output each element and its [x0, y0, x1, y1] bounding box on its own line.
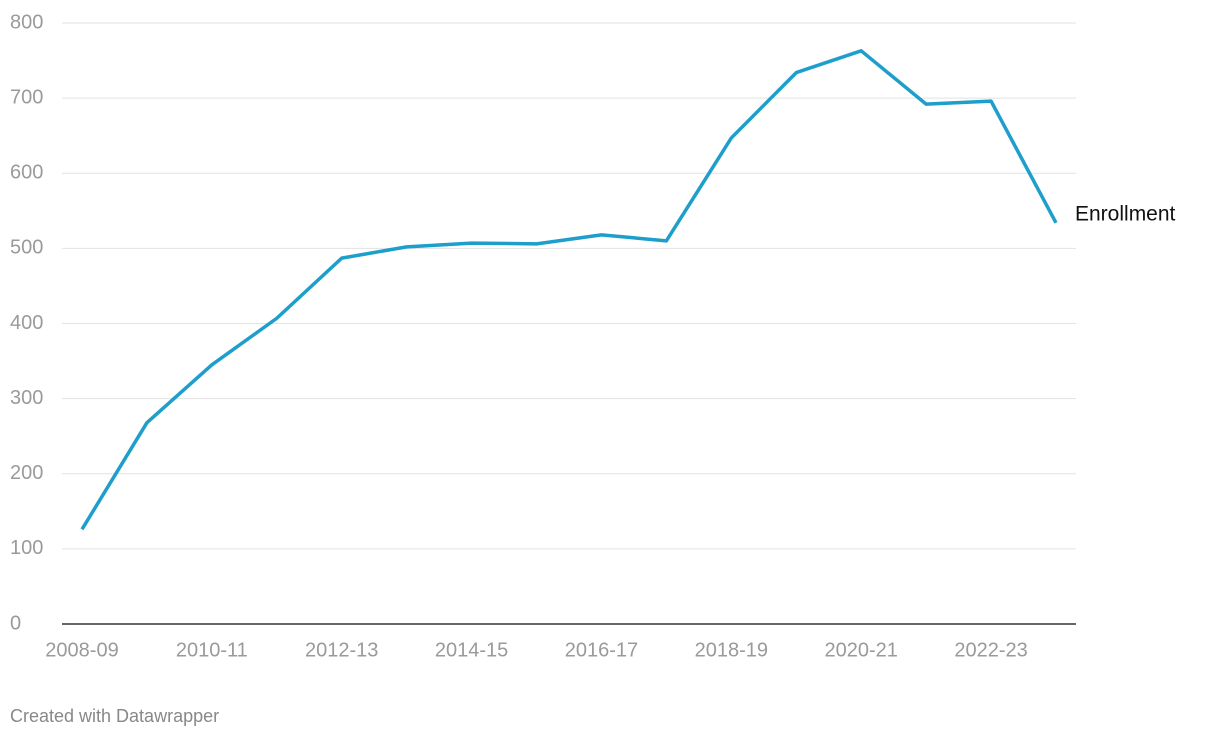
y-tick-label: 100 — [10, 537, 43, 559]
x-tick-label: 2018-19 — [695, 639, 768, 661]
credit: Created with Datawrapper — [10, 706, 219, 726]
y-tick-label: 700 — [10, 86, 43, 108]
y-tick-label: 800 — [10, 11, 43, 33]
line — [80, 49, 1058, 531]
x-tick-label: 2010-11 — [176, 639, 248, 661]
y-tick-label: 300 — [10, 387, 43, 409]
y-tick-label: 0 — [10, 612, 21, 634]
x-tick-label: 2020-21 — [824, 639, 897, 661]
x-tick-label: 2012-13 — [305, 639, 378, 661]
x-tick-label: 2014-15 — [435, 639, 508, 661]
x-tick-label: 2016-17 — [565, 639, 638, 661]
x-tick-label: 2022-23 — [954, 639, 1027, 661]
y-tick-label: 600 — [10, 162, 43, 184]
y-tick-label: 400 — [10, 312, 43, 334]
y-tick-label: 500 — [10, 237, 43, 259]
series-label: Enrollment — [1075, 202, 1176, 225]
y-tick-label: 200 — [10, 462, 43, 484]
x-tick-label: 2008-09 — [45, 639, 118, 661]
